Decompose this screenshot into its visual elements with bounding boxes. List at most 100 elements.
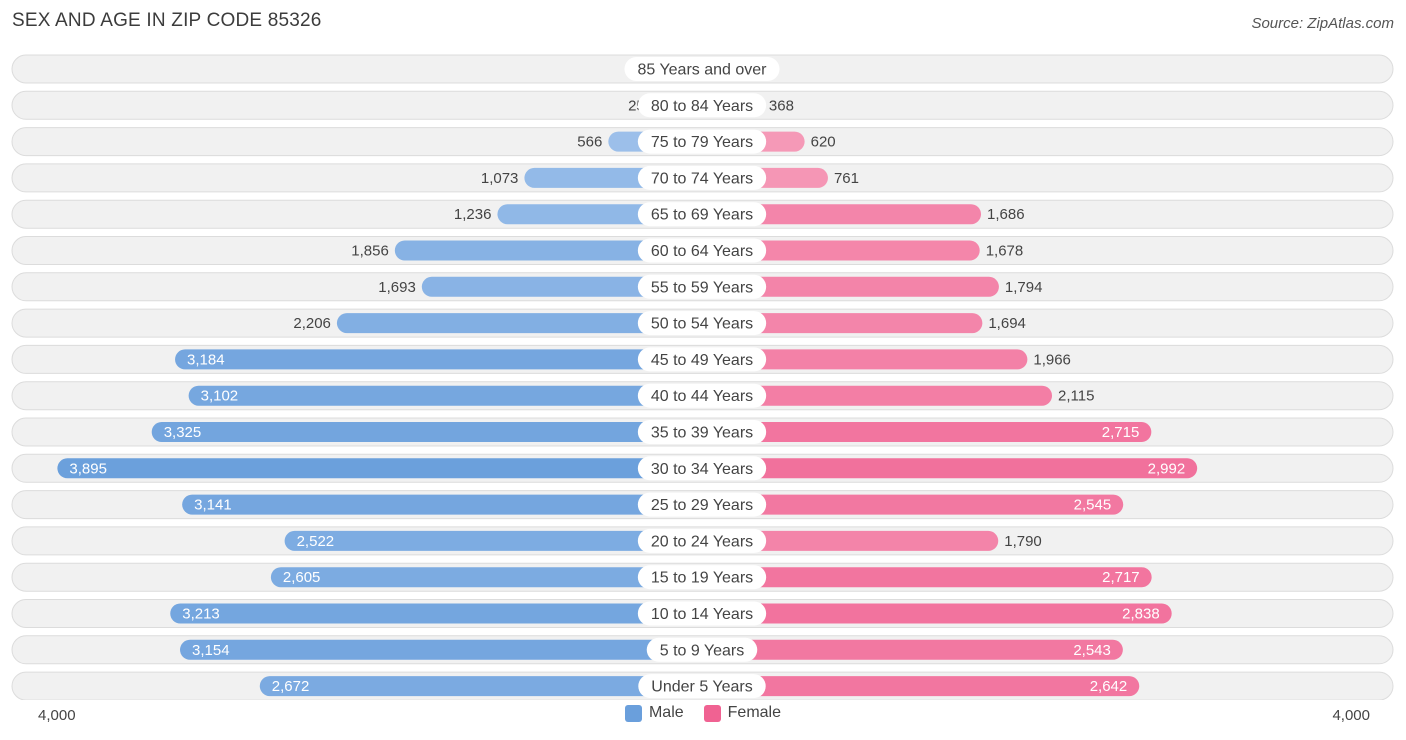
female-bar (702, 639, 1123, 660)
female-bar (702, 567, 1152, 588)
female-bar (702, 422, 1152, 442)
female-value-label: 761 (834, 170, 859, 187)
legend-label-male: Male (648, 704, 684, 721)
row-14[interactable]: 2,605 2,717 15 to 19 Years (11, 562, 1394, 592)
male-bar (284, 530, 702, 551)
female-value-label: 1,966 (1033, 351, 1071, 368)
row-5[interactable]: 1,856 1,678 60 to 64 Years (11, 236, 1394, 265)
male-bar (170, 603, 702, 624)
legend-swatch-male (624, 704, 642, 722)
female-value-label: 2,543 (1073, 642, 1111, 659)
category-pill (638, 674, 766, 699)
legend-item-male[interactable]: Male (624, 704, 684, 722)
category-label: 10 to 14 Years (651, 606, 753, 623)
row-11[interactable]: 3,895 2,992 30 to 34 Years (11, 453, 1394, 483)
category-label: 15 to 19 Years (651, 570, 753, 587)
row-10[interactable]: 3,325 2,715 35 to 39 Years (11, 417, 1394, 447)
row-2[interactable]: 566 620 75 to 79 Years (11, 127, 1394, 157)
row-8[interactable]: 3,184 1,966 45 to 49 Years (11, 344, 1394, 374)
population-pyramid-chart: 16824585 Years and over 25936880 to 84 Ye… (11, 54, 1394, 700)
male-value-label: 3,184 (187, 351, 225, 368)
male-value-label: 566 (577, 134, 602, 151)
male-value-label: 3,154 (192, 642, 230, 659)
row-6[interactable]: 1,693 1,794 55 to 59 Years (11, 272, 1394, 302)
row-0[interactable]: 16824585 Years and over (11, 54, 1394, 84)
male-bar (336, 313, 702, 334)
male-value-label: 1,073 (481, 170, 519, 187)
female-value-label: 1,678 (986, 243, 1024, 260)
row-9[interactable]: 3,102 2,115 40 to 44 Years (11, 381, 1394, 411)
category-label: 55 to 59 Years (651, 279, 753, 296)
legend: Male Female (0, 704, 1406, 722)
category-pill (637, 456, 767, 481)
axis-left-max-label: 4,000 (38, 707, 76, 724)
female-value-label: 2,642 (1090, 678, 1128, 695)
category-pill (637, 528, 767, 553)
female-value-label: 1,686 (987, 206, 1025, 223)
male-value-label: 2,206 (293, 315, 331, 332)
row-3[interactable]: 1,073 761 70 to 74 Years (11, 163, 1394, 193)
female-value-label: 2,715 (1102, 424, 1140, 441)
legend-item-female[interactable]: Female (703, 704, 782, 722)
row-17[interactable]: 2,672 2,642 Under 5 Years (11, 671, 1394, 700)
category-label: 35 to 39 Years (651, 425, 753, 442)
category-label: Under 5 Years (651, 679, 752, 696)
row-12[interactable]: 3,141 2,545 25 to 29 Years (11, 490, 1394, 520)
category-pill (637, 165, 767, 190)
female-value-label: 2,838 (1122, 606, 1160, 623)
category-pill (637, 565, 767, 590)
category-label: 45 to 49 Years (651, 352, 753, 369)
male-bar (57, 458, 702, 479)
category-label: 25 to 29 Years (651, 497, 753, 514)
male-value-label: 3,325 (164, 424, 202, 441)
row-13[interactable]: 2,522 1,790 20 to 24 Years (11, 526, 1394, 556)
female-bar (702, 458, 1198, 479)
female-value-label: 2,992 (1148, 460, 1186, 477)
category-label: 70 to 74 Years (651, 170, 753, 187)
legend-label-female: Female (727, 704, 782, 721)
category-pill (646, 637, 758, 662)
category-label: 60 to 64 Years (651, 243, 753, 260)
category-label: 40 to 44 Years (651, 388, 753, 405)
row-7[interactable]: 2,206 1,694 50 to 54 Years (11, 308, 1394, 338)
category-pill (637, 383, 767, 408)
category-label: 75 to 79 Years (651, 134, 753, 151)
female-bar (702, 676, 1140, 697)
row-16[interactable]: 3,154 2,543 5 to 9 Years (11, 635, 1394, 665)
female-bar (702, 530, 999, 551)
female-value-label: 368 (769, 97, 794, 114)
male-bar (175, 349, 703, 370)
category-pill (637, 601, 767, 626)
category-pill (637, 274, 767, 299)
male-bar (270, 567, 702, 588)
category-pill (637, 129, 767, 154)
male-value-label: 1,856 (351, 243, 389, 260)
category-pill (637, 93, 767, 118)
male-bar (394, 240, 702, 261)
female-value-label: 2,717 (1102, 569, 1140, 586)
male-value-label: 2,605 (283, 569, 321, 586)
female-value-label: 1,790 (1004, 533, 1042, 550)
male-value-label: 3,141 (194, 497, 232, 514)
female-bar (702, 204, 982, 225)
category-label: 85 Years and over (638, 62, 768, 79)
male-value-label: 3,895 (69, 460, 107, 477)
female-bar (702, 240, 980, 261)
row-4[interactable]: 1,236 1,686 65 to 69 Years (11, 199, 1394, 229)
male-value-label: 2,672 (272, 678, 310, 695)
row-1[interactable]: 25936880 to 84 Years (11, 90, 1394, 120)
category-label: 30 to 34 Years (651, 461, 753, 478)
male-value-label: 3,102 (201, 388, 239, 405)
category-label: 65 to 69 Years (651, 207, 753, 224)
male-bar (188, 385, 702, 406)
category-pill (637, 238, 767, 263)
male-bar (259, 676, 702, 697)
female-value-label: 2,545 (1074, 497, 1112, 514)
male-value-label: 1,236 (454, 206, 492, 223)
male-bar (180, 639, 702, 660)
row-15[interactable]: 3,213 2,838 10 to 14 Years (11, 599, 1394, 628)
category-pill (637, 202, 767, 227)
category-pill (637, 311, 767, 336)
category-pill (637, 420, 767, 444)
male-bar (182, 494, 703, 515)
